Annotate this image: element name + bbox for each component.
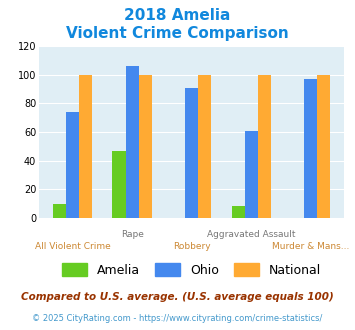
Bar <box>317 75 331 218</box>
Bar <box>139 75 152 218</box>
Bar <box>231 206 245 218</box>
Bar <box>245 131 258 218</box>
Bar <box>79 75 92 218</box>
Bar <box>66 112 79 218</box>
Text: All Violent Crime: All Violent Crime <box>35 242 110 251</box>
Text: Violent Crime Comparison: Violent Crime Comparison <box>66 26 289 41</box>
Text: Aggravated Assault: Aggravated Assault <box>207 230 295 239</box>
Bar <box>126 66 139 218</box>
Text: Rape: Rape <box>121 230 143 239</box>
Text: Compared to U.S. average. (U.S. average equals 100): Compared to U.S. average. (U.S. average … <box>21 292 334 302</box>
Bar <box>304 79 317 218</box>
Text: Robbery: Robbery <box>173 242 211 251</box>
Text: Murder & Mans...: Murder & Mans... <box>272 242 350 251</box>
Text: 2018 Amelia: 2018 Amelia <box>124 8 231 23</box>
Bar <box>53 204 66 218</box>
Text: © 2025 CityRating.com - https://www.cityrating.com/crime-statistics/: © 2025 CityRating.com - https://www.city… <box>32 314 323 323</box>
Bar <box>258 75 271 218</box>
Bar <box>113 150 126 218</box>
Legend: Amelia, Ohio, National: Amelia, Ohio, National <box>62 263 321 277</box>
Bar <box>198 75 211 218</box>
Bar <box>185 88 198 218</box>
